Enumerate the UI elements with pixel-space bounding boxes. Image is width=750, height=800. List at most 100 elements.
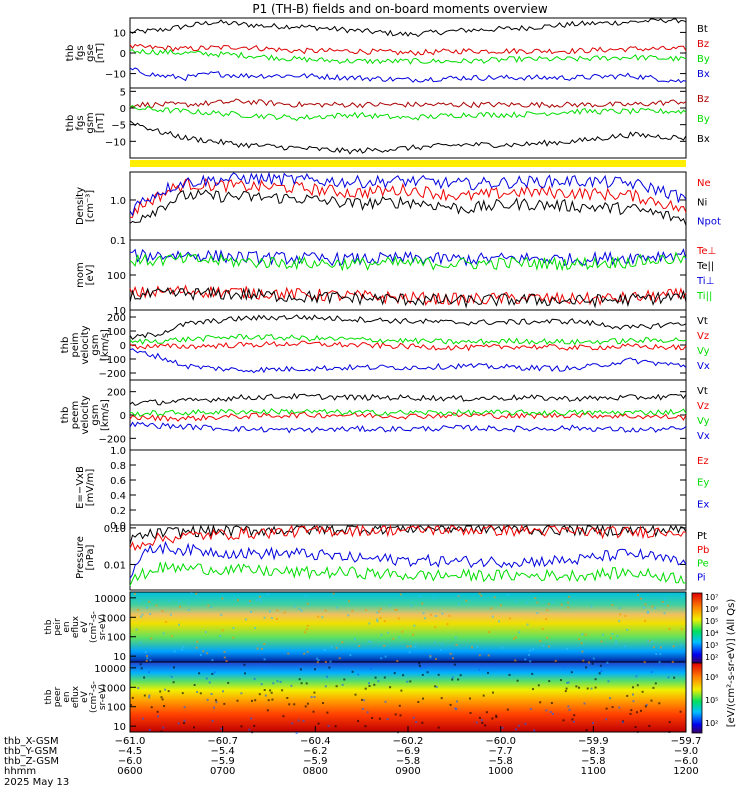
- spectrogram-pixel: [637, 594, 640, 597]
- spectrogram-pixel: [654, 607, 656, 610]
- legend-vx: Vx: [697, 431, 710, 442]
- panel-frame: [129, 379, 687, 451]
- spectrogram-pixel: [465, 599, 468, 602]
- spectrogram-pixel: [383, 644, 386, 647]
- spectrogram-pixel: [225, 660, 228, 662]
- spectrogram-pixel: [478, 716, 481, 719]
- spectrogram-pixel: [609, 637, 612, 640]
- colorbar-tick: 10²: [705, 653, 718, 662]
- spectrogram-pixel: [335, 646, 338, 649]
- series-pt-line: [129, 524, 687, 545]
- spectrogram-pixel: [449, 652, 452, 655]
- spectrogram-pixel: [658, 661, 661, 664]
- spectrogram-pixel: [358, 645, 361, 647]
- spectrogram-pixel: [594, 678, 597, 681]
- spectrogram-pixel: [365, 609, 368, 612]
- spectrogram-pixel: [663, 612, 666, 615]
- spectrogram-pixel: [542, 644, 545, 647]
- spectrogram-pixel: [409, 680, 412, 683]
- spectrogram-pixel: [383, 676, 386, 679]
- spectrogram-pixel: [316, 657, 318, 660]
- series-bx-line: [129, 120, 687, 155]
- spectrogram-pixel: [181, 692, 184, 695]
- spectrogram-pixel: [329, 660, 332, 663]
- spectrogram-pixel: [482, 694, 485, 697]
- spectrogram-pixel: [506, 708, 509, 711]
- y-axis-label: mom: [75, 262, 86, 288]
- spectrogram-pixel: [545, 709, 548, 712]
- x-tick-label: −5.8: [581, 756, 605, 767]
- spectrogram-pixel: [281, 689, 284, 692]
- y-axis-label: gsm: [90, 404, 101, 425]
- spectrogram-pixel: [378, 610, 380, 613]
- spectrogram-pixel: [413, 624, 416, 627]
- spectrogram-pixel: [357, 720, 360, 723]
- spectrogram-pixel: [260, 683, 263, 686]
- spectrogram-pixel: [651, 640, 654, 643]
- spectrogram-pixel: [172, 681, 175, 684]
- spectrogram-pixel: [205, 677, 208, 680]
- spectrogram-pixel: [243, 663, 246, 666]
- spectrogram-pixel: [254, 626, 257, 629]
- spectrogram-pixel: [148, 671, 150, 674]
- spectrogram-pixel: [568, 595, 571, 598]
- spectrogram-pixel: [283, 611, 286, 614]
- spectrogram-pixel: [377, 680, 380, 683]
- panel-frame: [129, 171, 687, 241]
- spectrogram-pixel: [190, 592, 193, 595]
- x-tick-label: −60.0: [485, 736, 516, 747]
- spectrogram-pixel: [644, 619, 646, 622]
- spectrogram-pixel: [386, 718, 389, 720]
- spectrogram-pixel: [384, 655, 387, 658]
- spectrogram-pixel: [644, 705, 647, 708]
- spectrogram-pixel: [155, 604, 158, 607]
- y-axis-label: [eV]: [85, 265, 96, 286]
- x-tick-label: −6.2: [303, 746, 327, 757]
- spectrogram-pixel: [437, 726, 440, 729]
- spectrogram-pixel: [408, 651, 411, 654]
- spectrogram-pixel: [440, 648, 442, 651]
- colorbar-tick: 10⁴: [705, 629, 718, 638]
- panel-peim-velocity: 200 100 0 −100 −200 thb peim velocity gsm [km/s] V…: [60, 309, 710, 381]
- spectrogram-pixel: [680, 595, 683, 598]
- series-bz-line: [129, 98, 687, 109]
- spectrogram-pixel: [299, 668, 302, 671]
- spectrogram-pixel: [481, 721, 484, 724]
- spectrogram-pixel: [351, 670, 354, 673]
- x-row-label: thb_Z-GSM: [4, 756, 59, 767]
- spectrogram-pixel: [369, 667, 372, 670]
- spectrogram-pixel: [451, 678, 454, 681]
- spectrogram-pixel: [600, 640, 603, 643]
- spectrogram-pixel: [626, 694, 629, 697]
- x-tick-label: −5.9: [303, 756, 327, 767]
- spectrogram-pixel: [162, 632, 165, 635]
- spectrogram-pixel: [328, 666, 331, 669]
- spectrogram-pixel: [615, 639, 618, 642]
- y-axis-label: eflux: [71, 615, 81, 638]
- spectrogram-pixel: [471, 646, 473, 649]
- spectrogram-pixel: [539, 701, 542, 704]
- spectrogram-pixel: [300, 609, 303, 612]
- spectrogram-pixel: [210, 606, 213, 609]
- y-tick-label: 0.6: [110, 476, 126, 487]
- spectrogram-pixel: [195, 646, 198, 649]
- y-axis-label: [nT]: [95, 43, 106, 63]
- legend-ni: Ni: [697, 197, 707, 208]
- spectrogram-pixel: [161, 698, 164, 701]
- spectrogram-pixel: [423, 665, 426, 668]
- spectrogram-pixel: [213, 706, 215, 709]
- spectrogram-pixel: [525, 601, 528, 604]
- spectrogram-pixel: [516, 679, 519, 682]
- panel-density: 1.0 0.1 Density [cm⁻³] Ne Ni Npot: [75, 171, 721, 247]
- spectrogram-pixel: [667, 676, 670, 679]
- y-axis-label: [nPa]: [85, 544, 96, 570]
- spectrogram-pixel: [548, 645, 550, 648]
- spectrogram-pixel: [364, 725, 367, 728]
- spectrogram-pixel: [313, 696, 316, 698]
- y-tick-label: 0.2: [110, 506, 126, 517]
- spectrogram-pixel: [401, 630, 404, 633]
- y-tick-label: 0.4: [110, 491, 126, 502]
- legend-ez: Ez: [697, 456, 709, 467]
- legend-bz: Bz: [697, 39, 709, 50]
